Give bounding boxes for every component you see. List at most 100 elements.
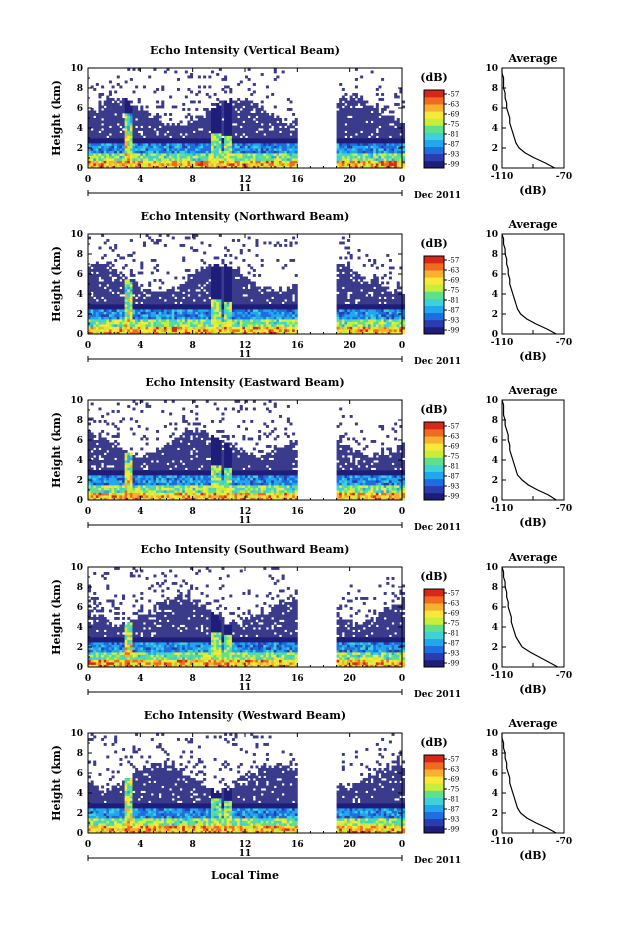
colorbar-swatch [424,797,444,805]
heatmap-field [88,400,406,501]
average-title: Average [507,52,557,65]
colorbar-tick-label: -63 [448,267,459,275]
average-y-tick-label: 4 [492,456,498,466]
colorbar-unit: (dB) [420,237,447,250]
colorbar-unit: (dB) [420,736,447,749]
average-unit: (dB) [519,849,546,862]
colorbar-swatch [424,160,444,169]
y-axis-label: Height (km) [50,246,63,322]
colorbar-tick-label: -93 [448,650,459,658]
y-tick-label: 4 [77,290,83,300]
y-tick-label: 2 [77,643,83,653]
colorbar-tick-label: -69 [448,443,459,451]
colorbar-tick-label: -87 [448,141,459,149]
panel-1: Echo Intensity (Vertical Beam) 0 2 4 6 8 10 Hei… [50,44,572,201]
y-tick-label: 2 [77,310,83,320]
colorbar-unit: (dB) [420,570,447,583]
x-tick-label: 8 [190,674,196,684]
colorbar-tick-label: -57 [448,756,459,764]
panel-title: Echo Intensity (Eastward Beam) [145,376,344,389]
x-tick-label: 0 [85,840,91,850]
x-tick-label: 8 [190,840,196,850]
x-tick-label: 16 [291,674,304,684]
colorbar-swatch [424,589,444,597]
y-tick-label: 2 [77,144,83,154]
average-y-tick-label: 8 [492,250,498,260]
y-tick-label: 4 [77,623,83,633]
y-tick-label: 4 [77,456,83,466]
colorbar-tick-label: -75 [448,620,459,628]
y-tick-label: 8 [77,416,83,426]
average-y-tick-label: 4 [492,124,498,134]
average-profile-line [501,233,557,335]
average-y-tick-label: 6 [492,270,498,280]
colorbar-tick-label: -87 [448,473,459,481]
y-axis-label: Height (km) [50,745,63,821]
colorbar-frame [423,754,445,834]
heatmap-field [88,567,406,668]
colorbar-swatch [424,492,444,501]
colorbar-swatch [424,118,444,126]
colorbar-swatch [424,755,444,763]
x-tick-label: 12 [239,175,252,185]
y-tick-label: 2 [77,476,83,486]
y-tick-label: 0 [77,164,83,174]
month-label: Dec 2011 [414,191,461,201]
colorbar-swatch [424,624,444,632]
average-profile-line [501,566,559,668]
colorbar-swatch [424,478,444,487]
x-tick-label: 4 [137,507,143,517]
colorbar-swatch [424,132,444,140]
colorbar-swatch [424,277,444,285]
colorbar-swatch [424,429,444,437]
average-y-tick-label: 6 [492,104,498,114]
average-profile-line [501,68,555,169]
average-x-tick-label: -110 [491,504,514,514]
y-axis-label: Height (km) [50,412,63,488]
y-tick-label: 6 [77,104,83,114]
average-y-tick-label: 2 [492,310,498,320]
colorbar-tick-label: -57 [448,91,459,99]
colorbar-swatch [424,818,444,827]
x-tick-label: 12 [239,341,252,351]
colorbar-swatch [424,146,444,155]
average-frame [501,67,565,169]
x-tick-label: 0 [85,507,91,517]
x-tick-label: 0 [399,175,405,185]
y-axis-label: Height (km) [50,80,63,156]
y-tick-label: 6 [77,769,83,779]
average-profile-line [501,399,557,501]
x-tick-label: 16 [291,840,304,850]
colorbar-tick-label: -63 [448,766,459,774]
colorbar-tick-label: -87 [448,640,459,648]
colorbar-swatch [424,263,444,271]
x-tick-label: 4 [137,341,143,351]
average-frame [501,233,565,335]
y-tick-label: 8 [77,583,83,593]
average-unit: (dB) [519,350,546,363]
y-tick-label: 2 [77,809,83,819]
colorbar-swatch [424,776,444,784]
colorbar-swatch [424,645,444,654]
panel-5: Echo Intensity (Westward Beam) 0 2 4 6 8 10 Hei… [50,709,572,866]
average-y-tick-label: 0 [492,829,498,839]
colorbar-tick-label: -57 [448,257,459,265]
colorbar-tick-label: -69 [448,776,459,784]
x-tick-label: 16 [291,175,304,185]
average-y-tick-label: 8 [492,416,498,426]
average-x-tick-label: -110 [491,338,514,348]
day-label: 11 [239,849,252,859]
colorbar-swatch [424,104,444,112]
colorbar-swatch [424,659,444,668]
x-tick-label: 20 [343,674,356,684]
average-y-tick-label: 4 [492,290,498,300]
colorbar-tick-label: -99 [448,327,459,335]
colorbar-swatch [424,811,444,820]
colorbar-frame [423,255,445,335]
x-tick-label: 0 [85,674,91,684]
colorbar-frame [423,89,445,169]
y-tick-label: 8 [77,84,83,94]
colorbar-tick-label: -87 [448,806,459,814]
colorbar-swatch [424,270,444,278]
average-title: Average [507,384,557,397]
